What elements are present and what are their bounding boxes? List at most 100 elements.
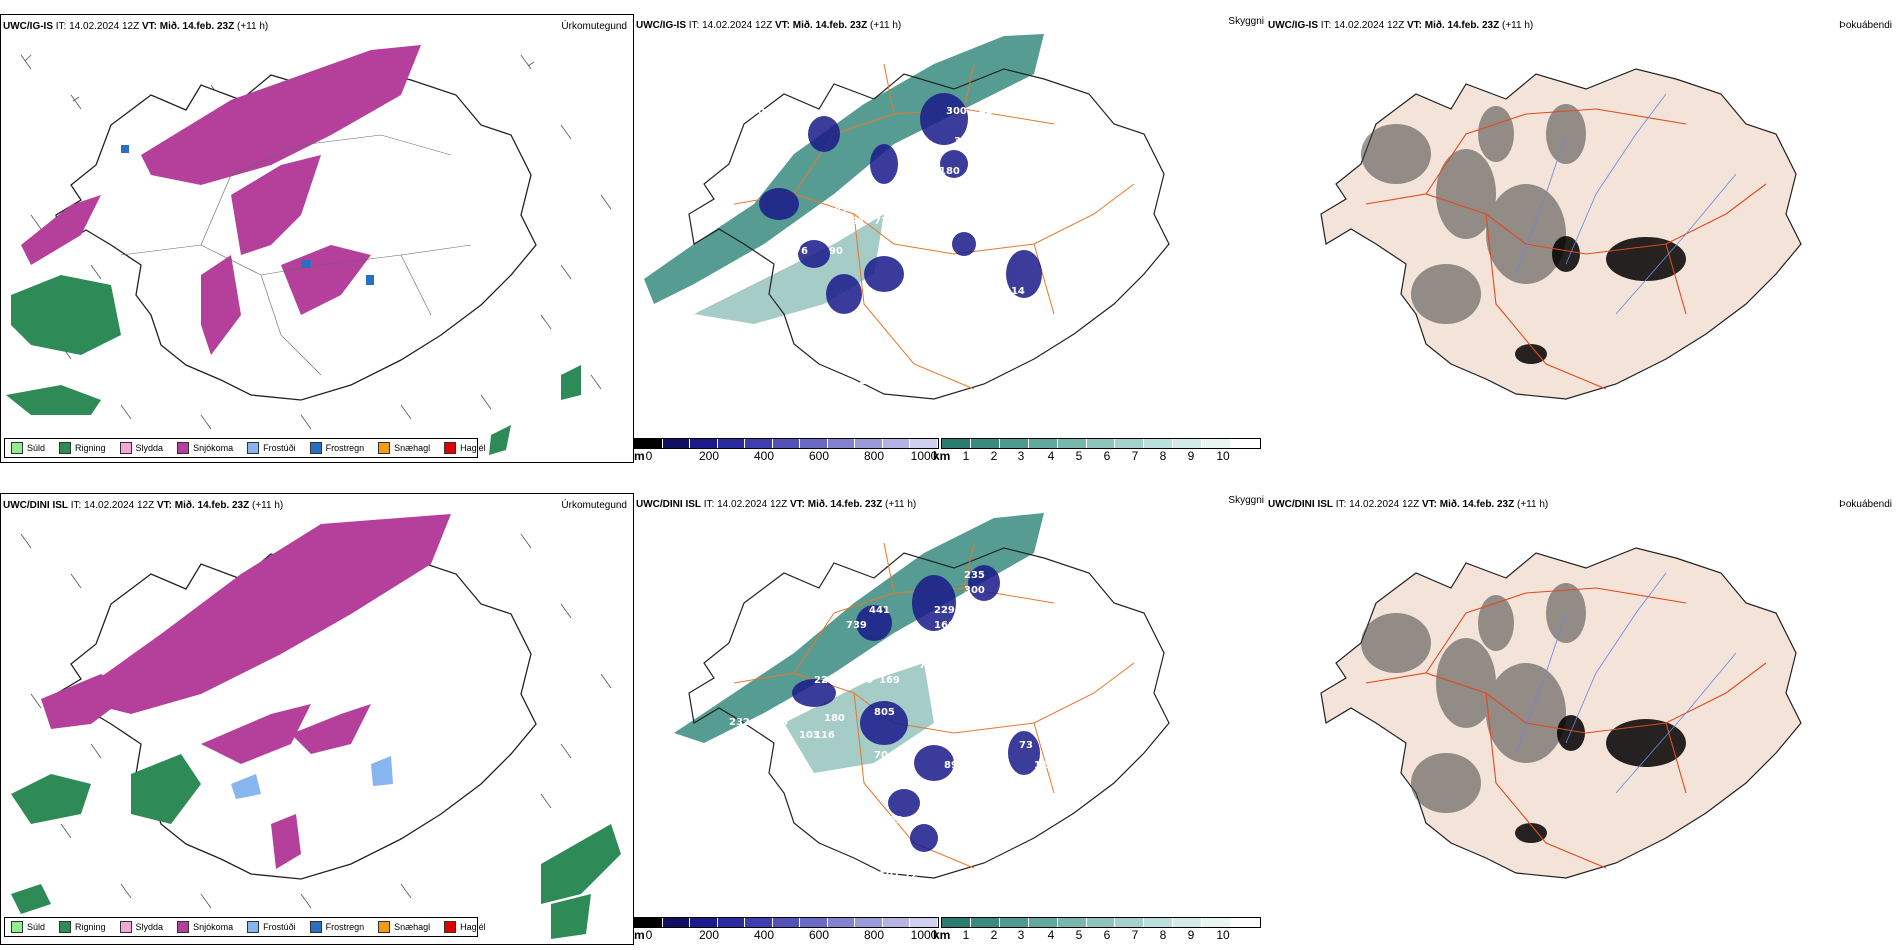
bar-cell (855, 439, 883, 448)
legend-swatch (309, 921, 322, 933)
cloud-base-label: 78 (894, 296, 908, 307)
legend-swatch (119, 921, 132, 933)
cloud-base-label: 89 (944, 760, 958, 771)
bar-cell (717, 918, 746, 927)
bar-ticks: 1 2 3 4 5 6 7 8 9 10 (962, 928, 1230, 942)
panel-name: Þokuábendi (1839, 499, 1892, 510)
cloud-base-label: 182 (849, 181, 870, 192)
cloud-base-label: 58 (864, 391, 878, 402)
cloud-base-label: 48 (764, 121, 778, 132)
cloud-base-label: 82 (889, 815, 903, 826)
legend-item-snow-pellets: Snæhagl (378, 442, 430, 454)
cloud-base-label: 107 (879, 870, 900, 881)
cloud-base-label: 81 (834, 206, 848, 217)
cloud-base-label: 90 (829, 246, 843, 257)
panel-title: UWC/DINI ISL IT: 14.02.2024 12Z VT: Mið.… (3, 500, 284, 511)
legend-swatch (247, 442, 260, 454)
cloud-base-label: 125 (974, 665, 995, 676)
bar-cell (1028, 439, 1058, 448)
legend-item-freezing-drizzle: Frostúði (247, 442, 296, 454)
cloud-base-colorbar: 0 200 400 600 800 1000 m (634, 438, 939, 463)
bar-cell (1144, 439, 1174, 448)
bar-cell (1144, 918, 1174, 927)
legend-item-rain: Rigning (59, 921, 106, 933)
legend-swatch (11, 442, 23, 454)
bar-cell (1086, 918, 1116, 927)
bar-cell (970, 439, 1000, 448)
bar-cells (634, 438, 939, 449)
unit-label: m (634, 928, 645, 942)
cloud-base-label: 75 (919, 660, 933, 671)
cloud-base-label: 205 (859, 376, 880, 387)
cloud-base-label: 72 (874, 216, 888, 227)
legend-swatch (11, 921, 23, 933)
roads (733, 542, 1135, 869)
cloud-base-label: 480 (979, 106, 1000, 117)
legend-swatch (119, 442, 132, 454)
bar-cell (1231, 918, 1260, 927)
cloud-base-label: 16 (1049, 660, 1063, 671)
bar-cell (1028, 918, 1058, 927)
visibility-panel-top: UWC/IG-IS IT: 14.02.2024 12Z VT: Mið. 14… (634, 14, 1266, 463)
cloud-base-label: 33 (864, 326, 878, 337)
legend-item-hail: Haglél (444, 921, 486, 933)
freezing-areas (231, 756, 393, 799)
bar-cell (1115, 918, 1145, 927)
legend-item-freezing-rain: Frostregn (309, 921, 364, 933)
cloud-base-label: 180 (939, 166, 960, 177)
cloud-base-label: 138 (989, 221, 1010, 232)
cloud-base-label: 130 (934, 316, 955, 327)
bar-cell (1173, 439, 1203, 448)
cloud-base-label: 42 (784, 131, 798, 142)
cloud-base-label: 121 (844, 216, 865, 227)
bar-cell (1086, 439, 1116, 448)
bar-cell (1115, 439, 1145, 448)
legend-swatch (247, 921, 260, 933)
legend-item-freezing-drizzle: Frostúði (247, 921, 296, 933)
legend-swatch (177, 442, 190, 454)
legend-swatch (378, 921, 391, 933)
legend-swatch (177, 921, 190, 933)
bar-cell (1057, 918, 1087, 927)
cloud-base-label: 300 (946, 106, 967, 117)
precip-legend: Súld Rigning Slydda Snjókoma Frostúði Fr… (4, 917, 486, 937)
cloud-base-label: 739 (846, 620, 867, 631)
fog-shading (1361, 104, 1586, 324)
bar-cell (1173, 918, 1203, 927)
legend-swatch (59, 921, 72, 933)
cloud-base-label: 810 (994, 605, 1015, 616)
cloud-base-label: 91 (994, 760, 1008, 771)
visibility-panel-bottom: UWC/DINI ISL IT: 14.02.2024 12Z VT: Mið.… (634, 493, 1266, 945)
fog-shading (1361, 583, 1586, 813)
panel-title: UWC/IG-IS IT: 14.02.2024 12Z VT: Mið. 14… (3, 21, 269, 32)
cloud-base-label: 22 (884, 316, 898, 327)
bar-ticks: 0 200 400 600 800 1000 (645, 928, 938, 942)
unit-label: km (933, 449, 951, 463)
bar-cell (800, 918, 828, 927)
bar-ticks: 1 2 3 4 5 6 7 8 9 10 (962, 449, 1230, 463)
cloud-base-label: 235 (964, 570, 985, 581)
legend-item-freezing-rain: Frostregn (309, 442, 364, 454)
panel-name: Skyggni (1228, 495, 1264, 506)
fog-panel-bottom: UWC/DINI ISL IT: 14.02.2024 12Z VT: Mið.… (1266, 493, 1900, 945)
bar-cell (772, 439, 801, 448)
cloud-blobs (759, 93, 1042, 314)
cloud-base-label: 73 (1019, 740, 1033, 751)
roads (1365, 108, 1767, 390)
legend-item-rain: Rigning (59, 442, 106, 454)
bar-cell (882, 439, 911, 448)
legend-swatch (444, 921, 457, 933)
cloud-base-label: 601 (934, 186, 955, 197)
bar-cell (1202, 439, 1232, 448)
rivers (1515, 93, 1737, 315)
cloud-base-label: 131 (814, 226, 835, 237)
cloud-blobs (792, 565, 1040, 852)
cloud-base-label: 73 (894, 750, 908, 761)
precip-type-panel-bottom: UWC/DINI ISL IT: 14.02.2024 12Z VT: Mið.… (0, 493, 634, 945)
panel-name: Skyggni (1228, 16, 1264, 27)
bar-cell (882, 918, 911, 927)
